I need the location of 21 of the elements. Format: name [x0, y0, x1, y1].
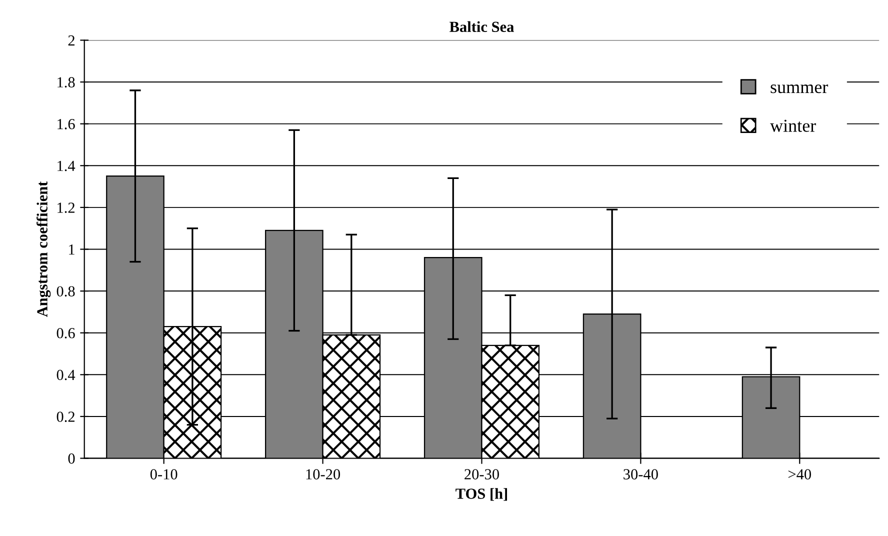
legend-label: winter — [770, 120, 816, 132]
y-tick-label: 0.6 — [56, 328, 75, 338]
y-tick-label: 0.2 — [56, 412, 74, 422]
y-tick-label: 1.6 — [58, 119, 75, 130]
legend-label: summer — [770, 84, 828, 94]
x-tick-label: 0-10 — [150, 469, 178, 480]
chart-title: Baltic Sea — [450, 21, 514, 32]
x-tick-label: 30-40 — [624, 469, 658, 480]
y-tick-label: 1.2 — [58, 202, 74, 213]
x-axis-title: TOS [h] — [456, 488, 508, 501]
y-tick-label: 0.4 — [56, 370, 76, 380]
y-tick-label: 1.8 — [58, 77, 75, 88]
y-tick-label: 2 — [68, 35, 74, 46]
y-tick-label: 0.8 — [56, 286, 75, 297]
y-tick-label: 0 — [68, 453, 75, 464]
x-tick-label: >40 — [788, 469, 812, 480]
y-tick-label: 1.4 — [58, 160, 76, 172]
y-tick-label: 1 — [69, 244, 74, 255]
x-tick-label: 10-20 — [306, 469, 340, 480]
y-axis-title: Angstrom coefficient — [36, 181, 51, 318]
x-tick-label: 20-30 — [464, 469, 499, 480]
